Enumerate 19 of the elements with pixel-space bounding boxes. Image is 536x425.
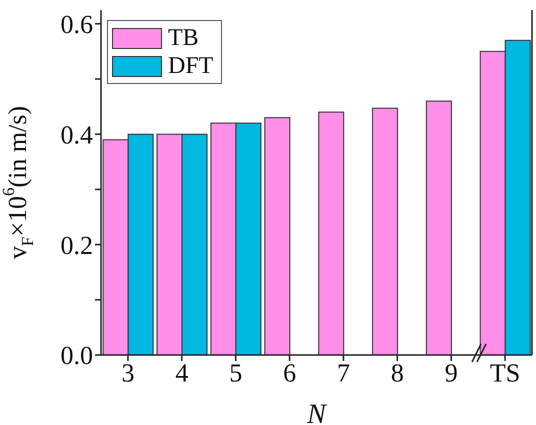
x-tick-label: 6 <box>283 358 296 388</box>
x-tick-label: 4 <box>175 358 188 388</box>
legend-label: TB <box>168 24 199 52</box>
bar <box>372 108 398 355</box>
bar <box>264 117 290 355</box>
legend-label: DFT <box>168 52 214 80</box>
bar <box>426 100 452 355</box>
y-tick-label: 0.2 <box>60 230 93 260</box>
x-tick-label: 5 <box>229 358 242 388</box>
x-tick-label: 7 <box>336 358 350 388</box>
x-axis-title: N <box>306 399 328 425</box>
x-tick-label: 9 <box>444 358 458 388</box>
y-tick-label: 0.4 <box>60 120 93 150</box>
bar <box>318 112 344 355</box>
y-tick-label: 0.0 <box>60 341 93 370</box>
y-tick-label: 0.6 <box>60 10 93 40</box>
x-tick-label: 8 <box>390 358 404 388</box>
x-tick-label: 3 <box>121 358 134 388</box>
x-tick-label: TS <box>490 358 520 388</box>
